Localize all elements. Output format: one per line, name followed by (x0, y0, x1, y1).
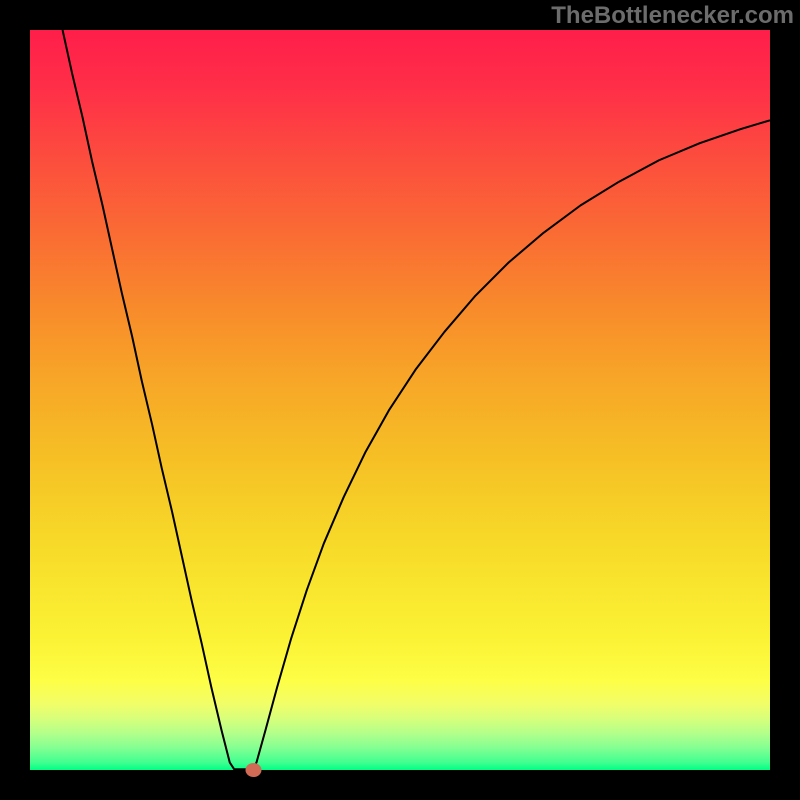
chart-background (30, 30, 770, 770)
watermark-link[interactable]: TheBottlenecker.com (551, 2, 794, 30)
chart-stage: TheBottlenecker.com (0, 0, 800, 800)
chart-svg (0, 0, 800, 800)
bottleneck-marker (245, 763, 261, 777)
